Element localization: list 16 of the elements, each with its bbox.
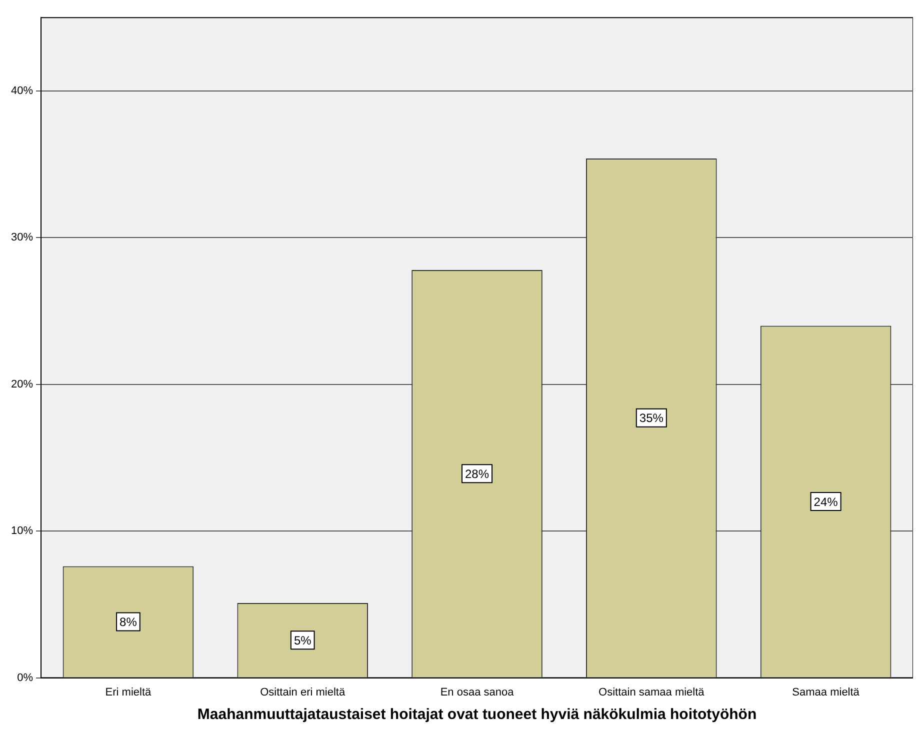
x-tick-label: En osaa sanoa <box>440 686 515 698</box>
y-tick-label: 40% <box>10 84 34 97</box>
data-label: 35% <box>639 411 664 426</box>
data-label: 24% <box>814 494 838 509</box>
x-tick-label: Samaa mieltä <box>792 686 860 698</box>
x-tick-label: Eri mieltä <box>105 686 152 698</box>
y-tick-label: 0% <box>17 672 34 684</box>
data-label: 5% <box>294 633 312 648</box>
x-axis-title: Maahanmuuttajataustaiset hoitajat ovat tuoneet hyviä näkökulmia hoitotyöhön <box>197 706 757 724</box>
y-tick-label: 20% <box>10 378 34 390</box>
y-tick-label: 30% <box>10 232 34 244</box>
x-tick-label: Osittain samaa mieltä <box>598 686 706 698</box>
data-label: 8% <box>120 615 138 630</box>
y-tick-label: 10% <box>10 525 34 538</box>
data-label: 28% <box>464 466 490 481</box>
x-tick-label: Osittain eri mieltä <box>260 686 346 698</box>
